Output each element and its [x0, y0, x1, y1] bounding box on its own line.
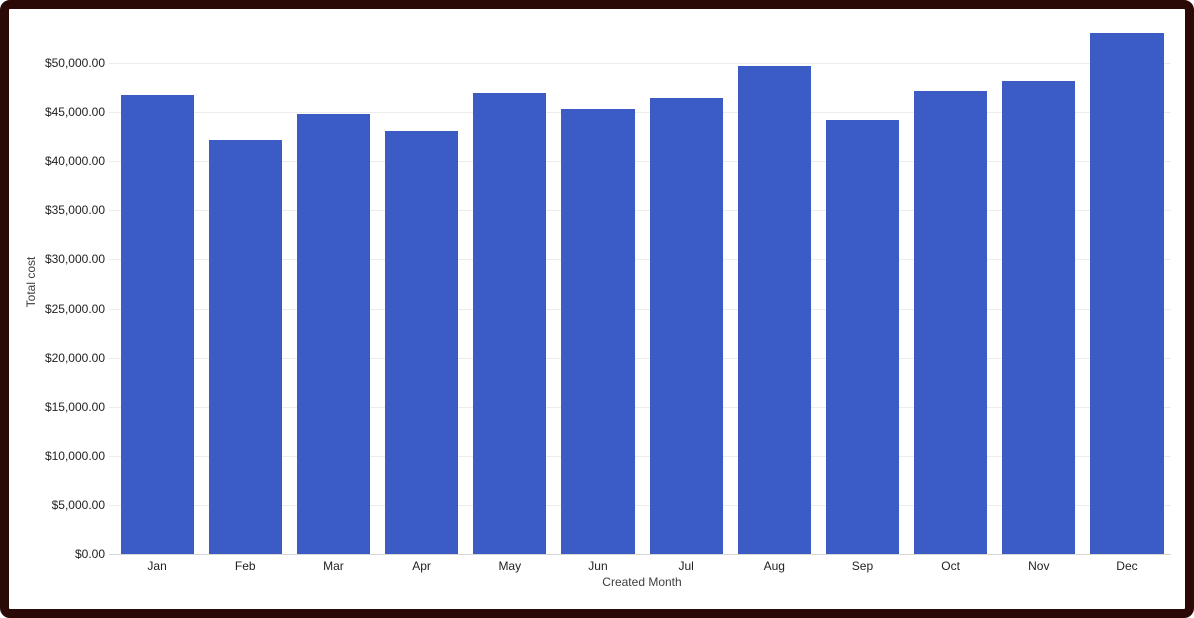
y-tick-label: $15,000.00	[44, 399, 105, 414]
bar-slot-jun	[554, 10, 642, 554]
x-tick-label-oct: Oct	[941, 559, 960, 573]
y-tick-label: $5,000.00	[51, 497, 105, 512]
bar-group	[113, 10, 1171, 554]
bar-aug[interactable]	[737, 65, 811, 554]
bar-mar[interactable]	[296, 114, 371, 554]
bar-slot-feb	[201, 10, 289, 554]
bar-chart: Total cost $0.00 $5,000.00 $10,000.00 $15,0…	[9, 9, 1185, 609]
gridline	[109, 63, 1171, 65]
y-tick-label: $25,000.00	[44, 301, 105, 316]
y-tick-label: $35,000.00	[44, 203, 105, 218]
y-tick-label: $50,000.00	[44, 56, 105, 71]
bar-slot-apr	[378, 10, 466, 554]
bar-slot-may	[466, 10, 554, 554]
x-axis-tick-labels: Jan Feb Mar Apr May Jun Jul Aug Sep Oct Nov Dec	[113, 558, 1171, 574]
y-tick-label: $40,000.00	[44, 154, 105, 169]
bar-may[interactable]	[473, 93, 547, 554]
y-tick-label: $45,000.00	[44, 105, 105, 120]
bar-sep[interactable]	[825, 119, 900, 554]
x-tick-label-dec: Dec	[1116, 559, 1138, 573]
x-tick-label-apr: Apr	[412, 559, 431, 573]
x-tick-label-mar: Mar	[323, 559, 344, 573]
bar-jan[interactable]	[120, 95, 194, 554]
gridline	[109, 504, 1171, 506]
gridline	[109, 357, 1171, 359]
x-tick-label-may: May	[498, 559, 522, 573]
bar-nov[interactable]	[1002, 80, 1076, 554]
bar-jun[interactable]	[561, 109, 635, 554]
bar-slot-jan	[113, 10, 201, 554]
x-tick-label-aug: Aug	[763, 559, 785, 573]
gridline	[109, 161, 1171, 163]
bar-dec[interactable]	[1090, 32, 1164, 554]
x-tick-label-jun: Jun	[588, 559, 608, 573]
y-tick-label: $20,000.00	[44, 350, 105, 365]
x-tick-label-jan: Jan	[147, 559, 167, 573]
bar-oct[interactable]	[914, 90, 988, 554]
bar-apr[interactable]	[385, 130, 459, 554]
x-tick-label-feb: Feb	[234, 559, 256, 573]
bar-feb[interactable]	[208, 139, 282, 554]
x-tick-label-jul: Jul	[678, 559, 694, 573]
x-axis-title: Created Month	[602, 575, 682, 589]
bar-slot-jul	[642, 10, 730, 554]
gridline	[109, 308, 1171, 310]
gridline	[109, 210, 1171, 212]
y-tick-label: $10,000.00	[44, 448, 105, 463]
bar-jul[interactable]	[649, 98, 723, 554]
gridline	[109, 259, 1171, 261]
gridline	[109, 406, 1171, 408]
bar-slot-oct	[907, 10, 995, 554]
plot-area	[109, 10, 1171, 555]
x-tick-label-nov: Nov	[1028, 559, 1050, 573]
x-axis-baseline	[109, 554, 1171, 555]
gridline	[109, 112, 1171, 114]
gridline	[109, 455, 1171, 457]
bar-slot-mar	[289, 10, 377, 554]
bar-slot-dec	[1083, 10, 1171, 554]
y-tick-label: $30,000.00	[44, 252, 105, 267]
x-tick-label-sep: Sep	[851, 559, 874, 573]
y-tick-label: $0.00	[74, 547, 105, 561]
bar-slot-sep	[818, 10, 906, 554]
bar-slot-nov	[995, 10, 1083, 554]
bar-slot-aug	[730, 10, 818, 554]
